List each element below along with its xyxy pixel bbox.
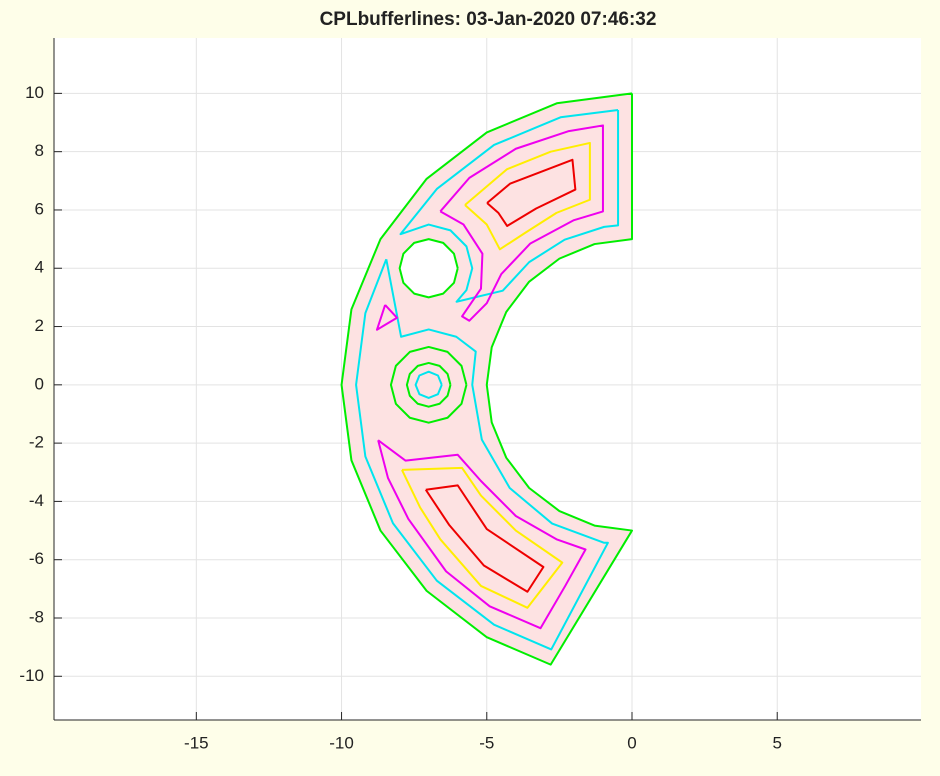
x-tick-label: 0 (627, 733, 636, 752)
y-tick-label: 2 (35, 316, 44, 335)
buffer-line (424, 484, 545, 593)
buffer-line (486, 158, 577, 227)
y-tick-label: 8 (35, 141, 44, 160)
buffer-line (405, 361, 452, 408)
x-tick-label: -5 (479, 733, 494, 752)
y-tick-label: -6 (29, 549, 44, 568)
y-tick-label: -10 (19, 666, 44, 685)
chart-title: CPLbufferlines: 03-Jan-2020 07:46:32 (320, 9, 657, 30)
y-tick-label: 4 (35, 258, 44, 277)
y-tick-label: -2 (29, 433, 44, 452)
buffer-line (399, 108, 620, 303)
y-tick-label: 10 (25, 83, 44, 102)
region-fill (399, 239, 458, 298)
buffer-line (439, 124, 604, 322)
buffer-line (464, 141, 591, 251)
buffer-line (398, 238, 459, 299)
x-tick-label: 5 (772, 733, 781, 752)
buffer-line (414, 370, 443, 399)
buffer-line (401, 466, 564, 609)
x-tick-label: -15 (184, 733, 209, 752)
y-tick-label: -4 (29, 491, 44, 510)
x-tick-label: -10 (329, 733, 354, 752)
buffer-line (355, 258, 609, 651)
y-tick-label: 0 (35, 374, 44, 393)
buffer-line (377, 439, 587, 630)
buffer-line (389, 345, 468, 424)
buffer-line (375, 304, 399, 331)
y-tick-label: -8 (29, 607, 44, 626)
y-tick-label: 6 (35, 199, 44, 218)
buffer-line (340, 92, 633, 666)
